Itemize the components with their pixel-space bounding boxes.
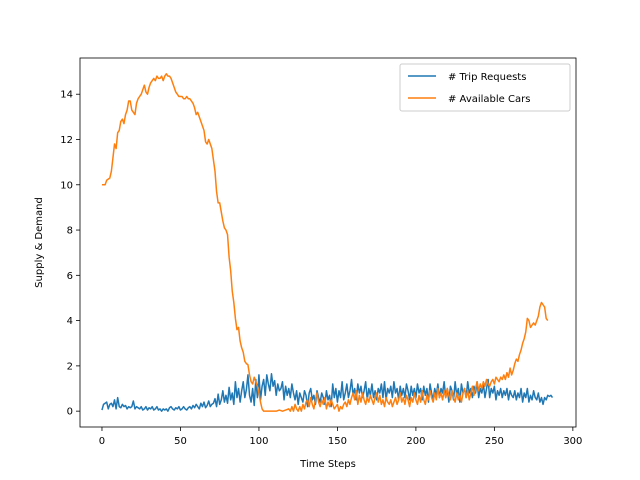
y-tick-label: 6 bbox=[67, 271, 73, 282]
x-tick-label: 300 bbox=[563, 436, 582, 447]
y-axis-label: Supply & Demand bbox=[34, 197, 45, 288]
legend-label-trip-requests: # Trip Requests bbox=[448, 72, 526, 83]
y-tick-label: 10 bbox=[60, 180, 73, 191]
ticks-layer: 0 50 100 150 200 250 300 0 2 4 6 8 10 12 14 bbox=[60, 90, 582, 447]
y-tick-label: 0 bbox=[67, 407, 73, 418]
series-line-available-cars bbox=[101, 73, 549, 412]
x-tick-label: 50 bbox=[174, 436, 187, 447]
x-axis-label: Time Steps bbox=[299, 459, 356, 470]
x-tick-label: 0 bbox=[99, 436, 105, 447]
y-tick-label: 4 bbox=[67, 316, 73, 327]
legend: # Trip Requests # Available Cars bbox=[399, 63, 571, 112]
plot-frame bbox=[79, 57, 577, 428]
y-tick-label: 12 bbox=[60, 135, 73, 146]
x-tick-label: 150 bbox=[328, 436, 347, 447]
x-tick-label: 100 bbox=[249, 436, 268, 447]
x-tick-label: 250 bbox=[485, 436, 504, 447]
legend-label-available-cars: # Available Cars bbox=[448, 94, 530, 105]
y-tick-label: 14 bbox=[60, 90, 73, 101]
y-tick-label: 2 bbox=[67, 361, 73, 372]
legend-box bbox=[399, 63, 571, 112]
series-layer bbox=[101, 73, 554, 412]
y-tick-label: 8 bbox=[67, 226, 73, 237]
x-tick-label: 200 bbox=[406, 436, 425, 447]
